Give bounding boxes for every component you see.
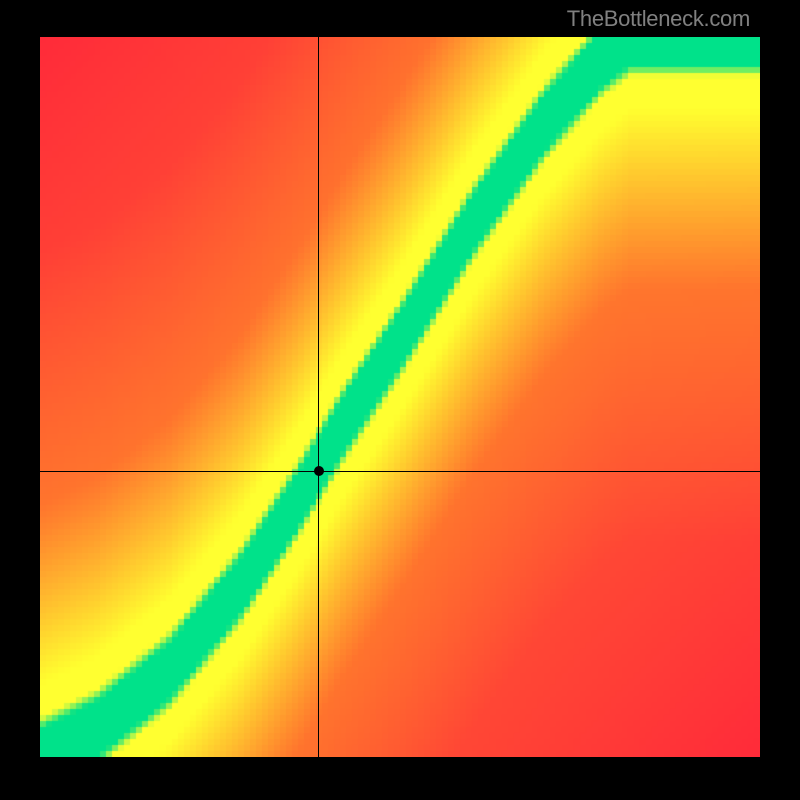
watermark-text: TheBottleneck.com [567, 6, 750, 32]
chart-container: TheBottleneck.com [0, 0, 800, 800]
heatmap-plot [40, 37, 760, 757]
crosshair-vertical [318, 37, 319, 757]
crosshair-horizontal [40, 471, 760, 472]
crosshair-marker [314, 466, 324, 476]
